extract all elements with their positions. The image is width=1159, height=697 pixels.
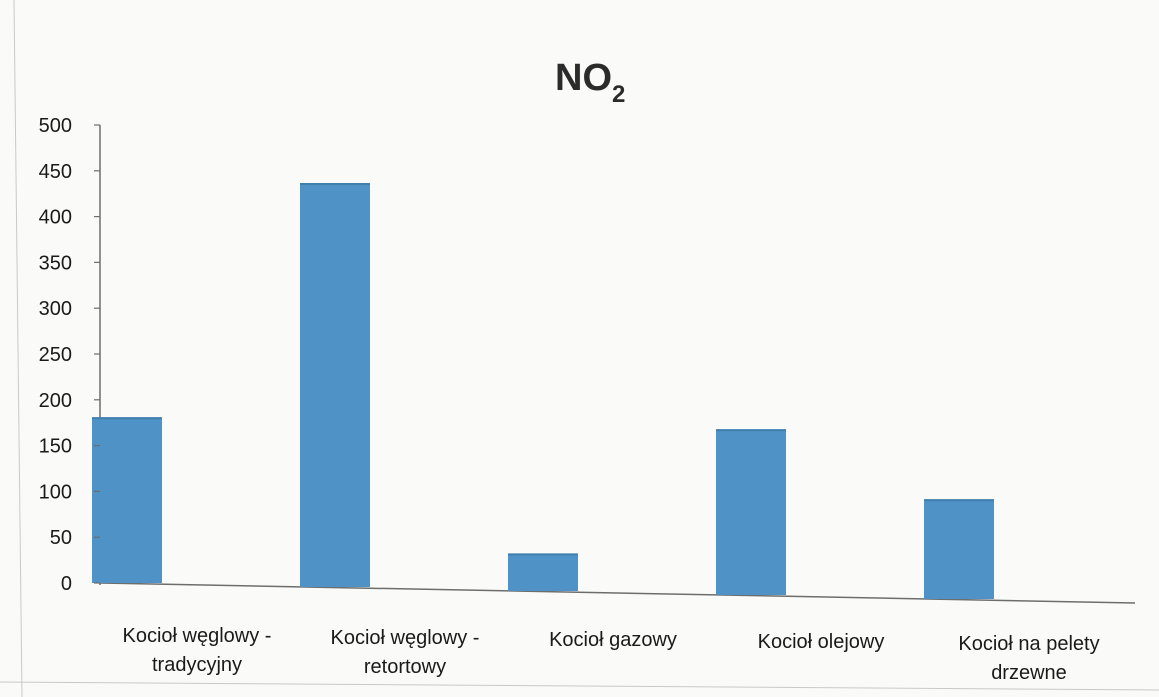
y-tick-label: 150 xyxy=(39,436,72,458)
y-tick-label: 450 xyxy=(39,161,72,183)
y-tick-label: 400 xyxy=(39,207,72,229)
bar xyxy=(508,553,578,591)
chart-title-text: NO xyxy=(555,57,612,99)
x-category-label-line: Kocioł na pelety xyxy=(958,633,1099,655)
bar-rect xyxy=(508,554,578,591)
x-category-label-line: drzewne xyxy=(991,662,1067,684)
x-category-label-line: Kocioł gazowy xyxy=(549,629,677,651)
y-tick-label: 250 xyxy=(39,344,72,366)
x-category-label-line: Kocioł węglowy - xyxy=(331,627,480,649)
bar xyxy=(924,499,994,599)
bar-rect xyxy=(300,183,370,587)
x-category-label-line: Kocioł węglowy - xyxy=(123,625,272,647)
bars-group xyxy=(92,182,994,599)
bar xyxy=(300,182,370,587)
y-tick-labels: 0 50 100 150 200 250 300 350 400 450 500 xyxy=(39,115,100,595)
x-category-label: Kocioł węglowy - tradycyjny xyxy=(123,625,272,676)
bar-rect xyxy=(716,430,786,595)
y-tick-label: 350 xyxy=(39,252,72,274)
bar-rect xyxy=(92,418,162,583)
chart-title: NO2 xyxy=(555,57,625,108)
bar-rect xyxy=(924,500,994,599)
chart-title-main: NO2 xyxy=(555,57,625,108)
x-category-label-line: retortowy xyxy=(364,656,446,678)
y-tick-label: 200 xyxy=(39,390,72,412)
x-category-label: Kocioł olejowy xyxy=(758,631,885,653)
x-category-label-line: Kocioł olejowy xyxy=(758,631,885,653)
chart-title-subscript: 2 xyxy=(612,81,625,108)
y-tick-label: 500 xyxy=(39,115,72,137)
y-tick-label: 50 xyxy=(50,527,72,549)
bar xyxy=(716,429,786,595)
bar xyxy=(92,417,162,583)
figure-left-border xyxy=(13,0,23,697)
x-category-label: Kocioł gazowy xyxy=(549,629,677,651)
x-category-label: Kocioł węglowy - retortowy xyxy=(331,627,480,678)
figure-bottom-border xyxy=(0,681,1159,691)
y-tick-label: 100 xyxy=(39,481,72,503)
x-axis-line xyxy=(99,582,1136,604)
y-tick-label: 300 xyxy=(39,298,72,320)
y-tick-label: 0 xyxy=(61,573,72,595)
x-category-label-line: tradycyjny xyxy=(152,654,242,676)
x-category-label: Kocioł na pelety drzewne xyxy=(958,633,1099,684)
